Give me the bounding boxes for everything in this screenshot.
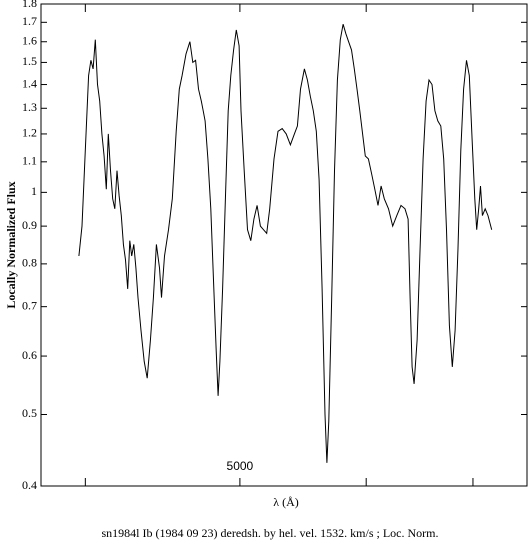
y-tick-label: 1.6 <box>22 33 37 47</box>
x-tick-label: 5000 <box>227 459 254 473</box>
y-tick-label: 1.1 <box>22 154 37 168</box>
y-tick-label: 0.9 <box>22 218 37 232</box>
y-tick-label: 1.5 <box>22 54 37 68</box>
y-tick-label: 0.7 <box>22 298 37 312</box>
y-tick-label: 0.5 <box>22 406 37 420</box>
x-axis-label: λ (Å) <box>273 495 298 509</box>
y-tick-label: 0.8 <box>22 256 37 270</box>
y-tick-label: 1.2 <box>22 126 37 140</box>
y-tick-label: 1.8 <box>22 0 37 10</box>
y-tick-label: 1.7 <box>22 14 37 28</box>
y-tick-label: 1.3 <box>22 100 37 114</box>
y-tick-label: 1.4 <box>22 76 37 90</box>
y-axis-label: Locally Normalized Flux <box>4 181 18 308</box>
y-tick-label: 1 <box>31 184 37 198</box>
y-tick-label: 0.6 <box>22 348 37 362</box>
plot-frame <box>40 3 528 487</box>
caption: sn1984l Ib (1984 09 23) deredsh. by hel.… <box>102 526 439 540</box>
spectrum-line <box>78 24 493 463</box>
y-tick-label: 0.4 <box>22 478 37 492</box>
